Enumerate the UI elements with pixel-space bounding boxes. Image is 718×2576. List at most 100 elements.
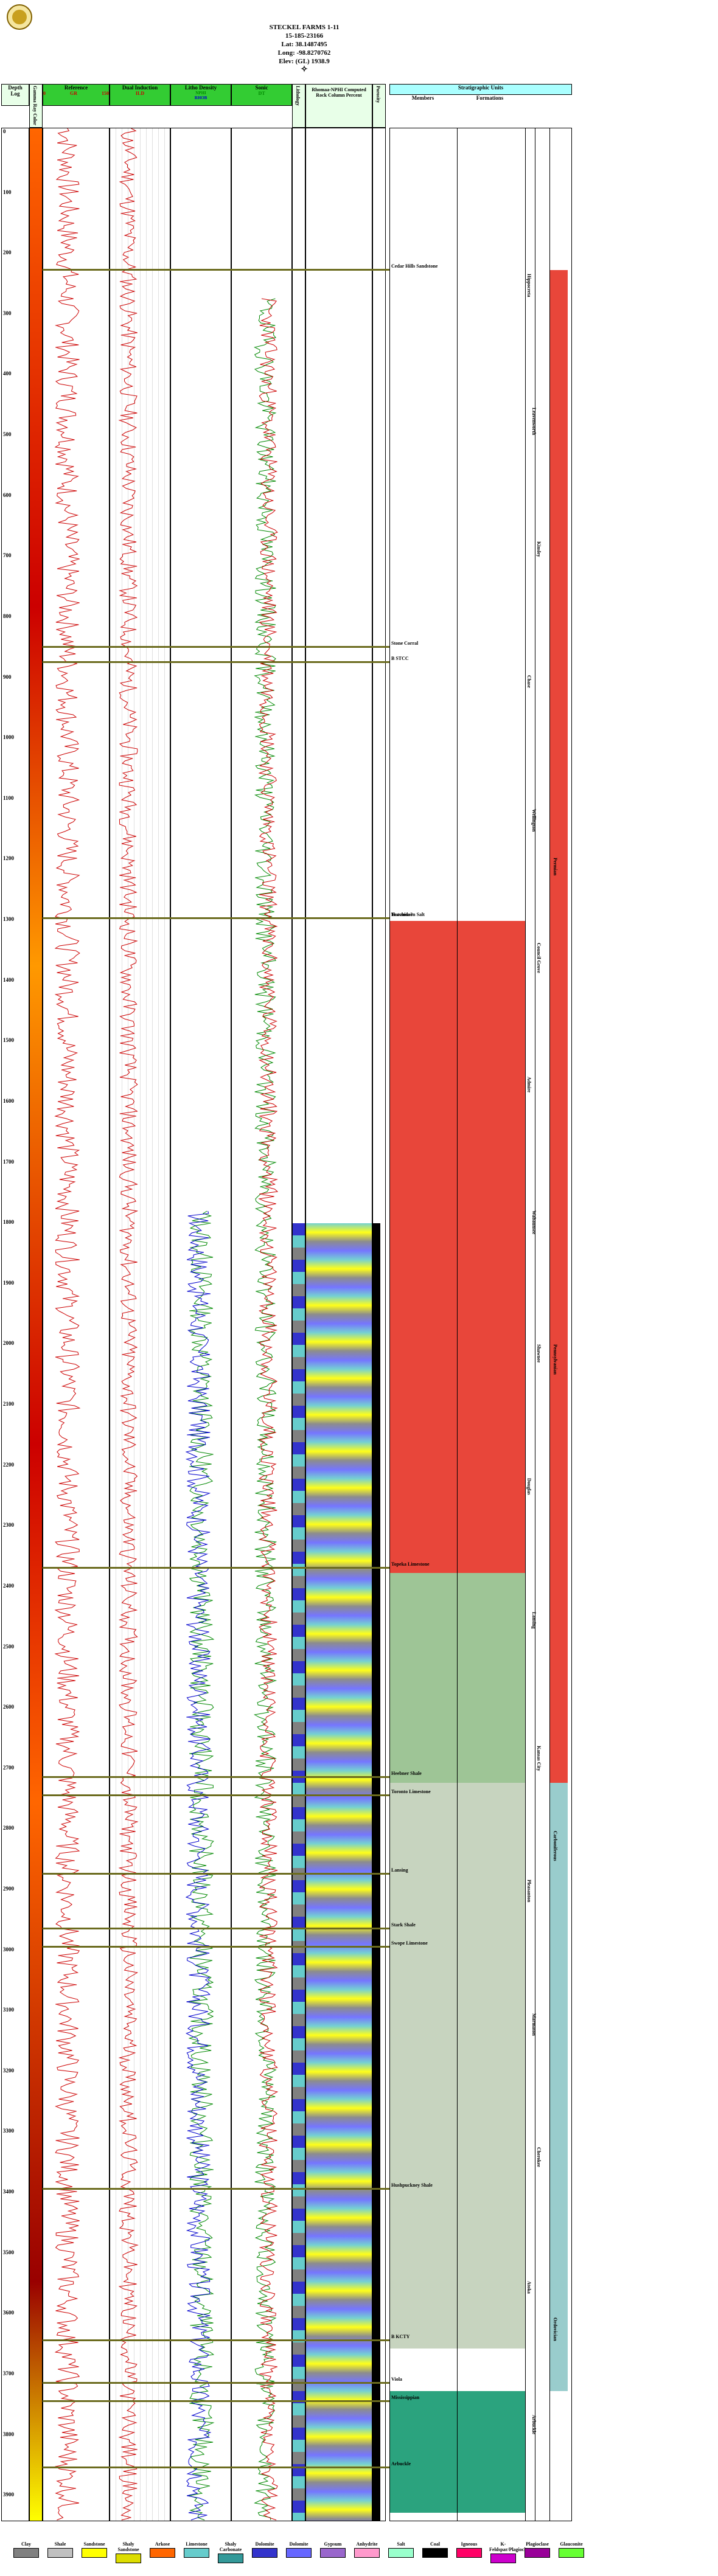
depth-tick: 800 [3,613,12,619]
litho-density-label: Litho Density [184,85,217,91]
legend-label: K-Feldspar/Plagioclase [489,2541,532,2552]
legend-item: Dolomite [251,2541,279,2558]
legend-swatch [116,2553,141,2563]
litho-density-header: Litho Density NPHI RHOB [170,84,231,106]
depth-tick: 2300 [3,1522,14,1529]
formation-top-line [43,2188,389,2190]
legend-label: Sandstone [83,2541,105,2547]
legend-swatch [525,2548,550,2558]
kgs-logo [7,4,32,30]
depth-tick: 100 [3,189,12,195]
formation-vertical-label: Douglas [526,1478,532,1495]
members-header: Members [389,95,456,101]
reference-min: 0 [43,91,46,96]
log-label: Log [10,91,20,97]
legend-label: Igneous [461,2541,478,2547]
depth-tick: 3700 [3,2370,14,2376]
legend-swatch [490,2553,516,2563]
formation-top-line [43,661,389,663]
depth-tick: 3000 [3,1946,14,1953]
formation-top-label: Viola [391,2376,402,2382]
formation-top-label: Heebner Shale [391,1770,422,1776]
formation-top-line [43,917,389,920]
formations-header: Formations [456,95,523,101]
formation-top-line [43,1794,389,1796]
litho-curve-1: RHOB [194,95,207,100]
formation-top-line [43,1873,389,1875]
depth-tick: 2900 [3,1885,14,1892]
elevation: Elev: (GL) 1938.9 [279,58,330,65]
legend-swatch [150,2548,175,2558]
legend-label: Shale [54,2541,66,2547]
depth-track: 0 100 200 300 400 500 600 700 800 900 1000 1100 1200… [1,128,29,2521]
porosity-column [372,128,386,2521]
legend-label: Arkose [155,2541,170,2547]
legend-item: Shale [46,2541,74,2558]
formation-vertical-label: Leavenworth [531,408,537,436]
system-permian-bar [549,270,568,1783]
mineral-label: Rhomaa-NPHI Computed Rock Column Percent [312,87,366,98]
depth-tick: 1800 [3,1219,14,1226]
lithology-fill [293,1223,305,2521]
system-vertical-label: Ordovician [552,2317,558,2341]
depth-tick: 3600 [3,2310,14,2316]
ild-curve [118,128,139,2521]
formation-vertical-label: Pleasanton [526,1880,532,1903]
formation-top-line [43,2339,389,2342]
depth-tick: 300 [3,310,12,316]
formation-top-label: Hushpuckney Shale [391,2182,433,2189]
system-penn-bar [549,1783,568,2391]
strat-green-zone [390,1573,525,1783]
formation-vertical-label: Hippocreta [526,274,532,297]
log-curve-line [118,128,139,2521]
formation-top-label: B KCTY [391,2334,410,2340]
legend-swatch [456,2548,482,2558]
strat-divider-2 [525,128,526,2521]
mineral-fill [306,1223,372,2521]
sonic-curve: DT [258,91,265,96]
legend-swatch [354,2548,380,2558]
formation-top-line [43,2381,389,2384]
gamma-color-column [29,128,43,2521]
formation-vertical-label: Cherokee [536,2147,542,2167]
legend-label: Dolomite [289,2541,308,2547]
legend-swatch [422,2548,448,2558]
depth-tick: 2800 [3,1825,14,1831]
formation-top-line [43,645,389,648]
longitude: Long: -98.8270762 [277,49,331,57]
strat-teal-zone [390,2391,525,2513]
lithology-column [292,128,305,2521]
formation-top-line [43,2467,389,2469]
legend-label: Coal [430,2541,440,2547]
depth-tick: 200 [3,249,12,256]
depth-tick: 1200 [3,855,14,862]
legend-label: Shaly Sandstone [117,2541,139,2552]
strat-divider-1 [457,128,458,2521]
depth-tick: 1500 [3,1037,14,1044]
depth-tick: 3500 [3,2249,14,2255]
depth-tick: 2100 [3,1401,14,1408]
legend-swatch [184,2548,209,2558]
porosity-fill [373,1223,380,2521]
depth-tick: 1300 [3,916,14,923]
legend-label: Clay [21,2541,31,2547]
legend-item: Salt [387,2541,415,2558]
formation-vertical-label: Chase [526,675,532,688]
lithology-label: Lithology [295,86,301,106]
legend-item: Anhydrite [353,2541,381,2558]
formation-vertical-label: Atoka [526,2281,532,2294]
depth-tick: 3800 [3,2431,14,2437]
formation-vertical-label: Lansing [531,1612,537,1629]
log-curve-line [258,298,279,2521]
sonic-label: Sonic [255,85,268,91]
gr-curve [54,128,81,2521]
legend-item: Igneous [455,2541,483,2558]
log-curve-line [185,1210,212,2521]
legend-item: Plagioclase [523,2541,551,2558]
formation-vertical-label: Kinsley [536,541,542,557]
lithology-header: Lithology [292,84,305,128]
formations-label: Formations [476,95,504,101]
legend-swatch [559,2548,584,2558]
legend-item: Shaly Carbonate [217,2541,245,2563]
depth-header: Depth Log [1,84,29,106]
